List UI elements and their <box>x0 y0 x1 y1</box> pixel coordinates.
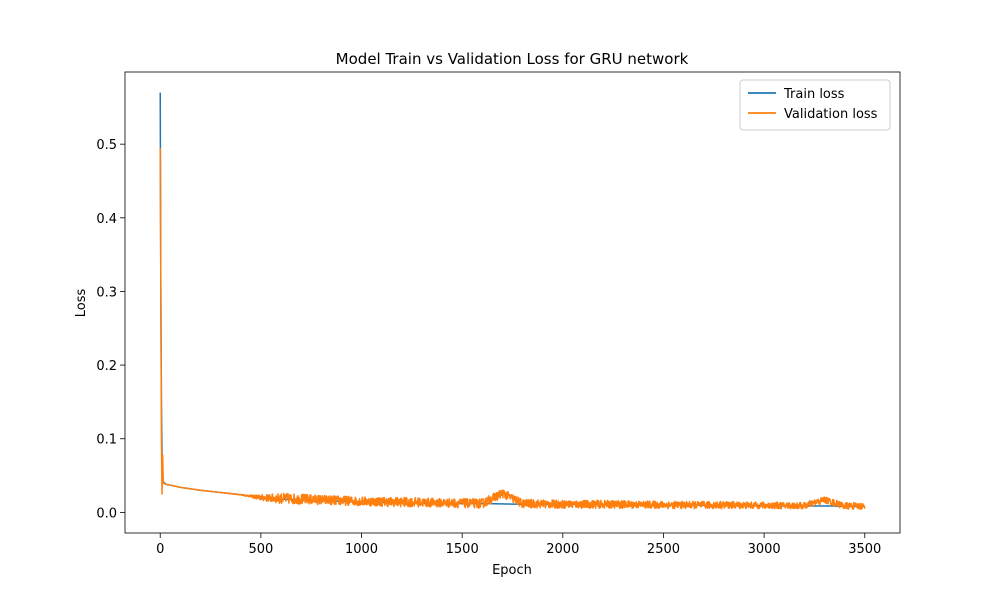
x-tick-label: 3500 <box>848 542 881 557</box>
y-tick-label: 0.3 <box>96 285 117 300</box>
plot-frame <box>124 71 901 534</box>
x-axis-title: Epoch <box>492 563 532 578</box>
x-tick-label: 2000 <box>546 542 579 557</box>
x-tick-label: 2500 <box>647 542 680 557</box>
legend-box <box>739 79 891 131</box>
y-tick-label: 0.1 <box>96 433 117 448</box>
y-tick-label: 0.5 <box>96 138 117 153</box>
series-line-validation-loss <box>159 147 866 510</box>
legend-label-validation-loss: Validation loss <box>784 107 878 122</box>
x-tick-label: 0 <box>156 542 164 557</box>
legend-label-train-loss: Train loss <box>783 87 845 102</box>
x-tick-label: 3000 <box>748 542 781 557</box>
x-tick-label: 1500 <box>446 542 479 557</box>
x-tick-label: 1000 <box>345 542 378 557</box>
series-line-train-loss <box>159 92 866 508</box>
y-tick-label: 0.0 <box>96 506 117 521</box>
x-tick-label: 500 <box>248 542 273 557</box>
legend: Train loss Validation loss <box>739 79 891 131</box>
chart-title: Model Train vs Validation Loss for GRU n… <box>336 50 689 68</box>
y-axis-title: Loss <box>74 289 89 318</box>
y-tick-label: 0.4 <box>96 212 117 227</box>
y-tick-label: 0.2 <box>96 359 117 374</box>
